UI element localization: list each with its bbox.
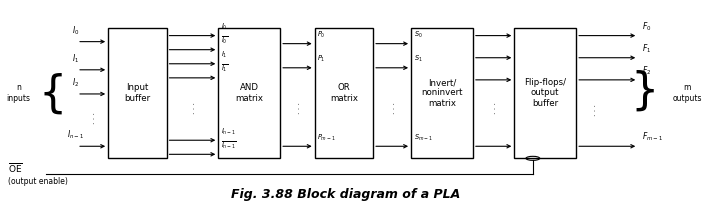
Text: Input
buffer: Input buffer [124,83,151,103]
Text: . . .: . . . [589,104,598,116]
Text: $\mathit{P_1}$: $\mathit{P_1}$ [317,54,326,64]
Text: $\mathit{F_2}$: $\mathit{F_2}$ [642,64,651,77]
Bar [411,28,473,158]
Text: $\overline{\mathrm{OE}}$: $\overline{\mathrm{OE}}$ [8,161,23,175]
Text: $\mathit{\overline{I_1}}$: $\mathit{\overline{I_1}}$ [221,63,228,74]
Bar [108,28,167,158]
Text: $\mathit{P_0}$: $\mathit{P_0}$ [317,30,326,40]
Text: $\mathit{F_1}$: $\mathit{F_1}$ [642,42,651,55]
Text: $\mathit{I_2}$: $\mathit{I_2}$ [72,76,79,89]
Text: . . .: . . . [188,102,197,114]
Text: $\mathit{I_{n-1}}$: $\mathit{I_{n-1}}$ [221,126,236,137]
Text: $\mathit{P_{m-1}}$: $\mathit{P_{m-1}}$ [317,132,336,143]
Text: $\mathit{I_{n-1}}$: $\mathit{I_{n-1}}$ [67,129,84,141]
Text: . . .: . . . [88,112,97,124]
Text: $\mathit{\overline{I_0}}$: $\mathit{\overline{I_0}}$ [221,35,228,46]
Bar [514,28,576,158]
Text: n
inputs: n inputs [6,83,30,103]
Text: OR
matrix: OR matrix [330,83,358,103]
Text: $\mathit{I_1}$: $\mathit{I_1}$ [72,52,79,65]
Text: m
outputs: m outputs [672,83,702,103]
Text: . . .: . . . [387,102,397,114]
Text: AND
matrix: AND matrix [235,83,263,103]
Text: $\mathit{F_0}$: $\mathit{F_0}$ [642,20,651,33]
Text: $\mathit{S_0}$: $\mathit{S_0}$ [414,30,423,40]
Text: Flip-flops/
output
buffer: Flip-flops/ output buffer [525,78,566,108]
Text: . . .: . . . [293,102,302,114]
Text: $\mathit{I_1}$: $\mathit{I_1}$ [221,50,228,60]
Bar [218,28,280,158]
Text: }: } [631,69,659,112]
Text: $\mathit{\overline{I_{n-1}}}$: $\mathit{\overline{I_{n-1}}}$ [221,139,237,151]
Text: Invert/
noninvert
matrix: Invert/ noninvert matrix [421,78,462,108]
Text: {: { [39,72,67,115]
Text: . . .: . . . [489,102,498,114]
Text: $\mathit{S_1}$: $\mathit{S_1}$ [414,54,423,64]
Text: (output enable): (output enable) [8,177,68,186]
Text: $\mathit{I_0}$: $\mathit{I_0}$ [221,22,228,32]
Text: $\mathit{F_{m-1}}$: $\mathit{F_{m-1}}$ [642,131,662,143]
Text: $\mathit{S_{m-1}}$: $\mathit{S_{m-1}}$ [414,132,433,143]
Text: $\mathit{I_0}$: $\mathit{I_0}$ [72,24,79,37]
Bar [315,28,373,158]
Text: Fig. 3.88 Block diagram of a PLA: Fig. 3.88 Block diagram of a PLA [231,188,460,201]
